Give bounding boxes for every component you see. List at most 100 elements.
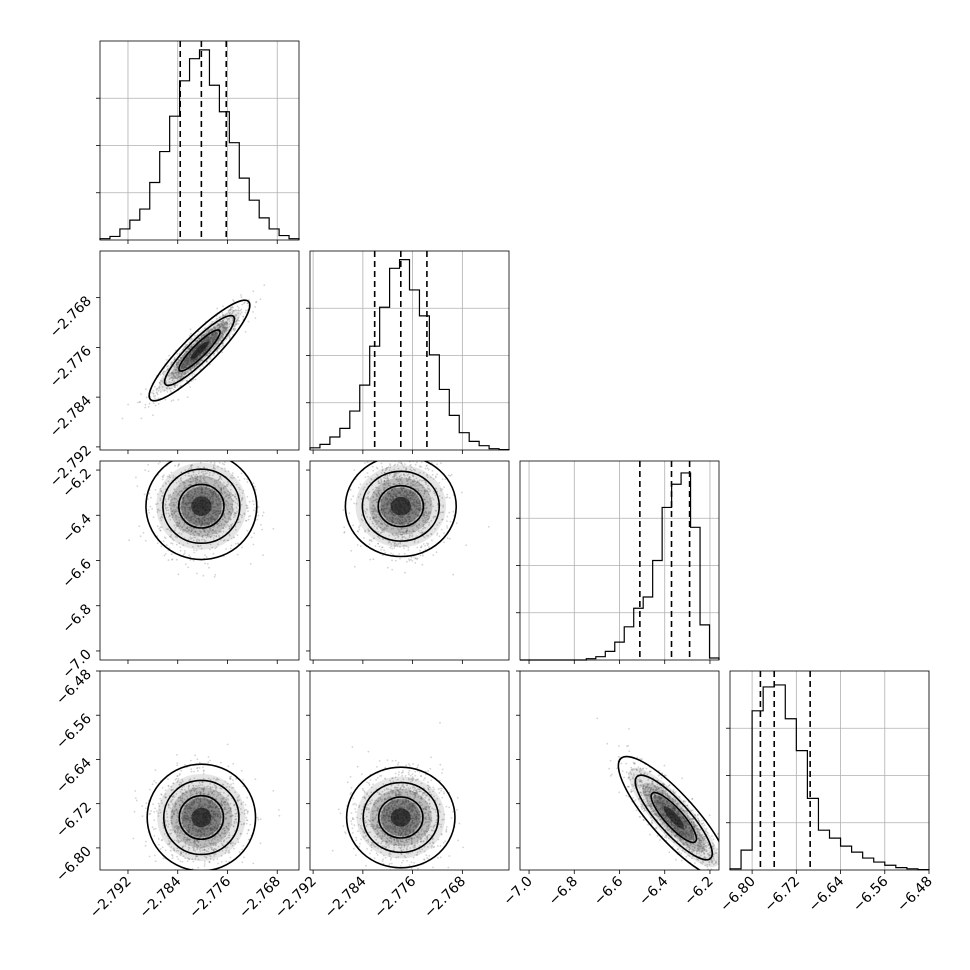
- sample-point: [386, 453, 388, 455]
- sample-point: [182, 501, 185, 504]
- sample-point: [186, 542, 189, 545]
- sample-point: [394, 494, 397, 497]
- sample-point: [449, 475, 452, 477]
- sample-point: [172, 514, 174, 517]
- sample-point: [372, 499, 375, 502]
- sample-point: [396, 545, 399, 547]
- sample-point: [229, 777, 231, 779]
- sample-point: [211, 803, 214, 805]
- sample-point: [172, 477, 175, 479]
- sample-point: [180, 852, 183, 855]
- sample-point: [191, 858, 194, 860]
- sample-point: [390, 495, 392, 497]
- sample-point: [164, 398, 167, 401]
- sample-point: [206, 833, 208, 836]
- sample-point: [231, 508, 234, 511]
- sample-point: [387, 482, 389, 485]
- sample-point: [157, 509, 159, 511]
- sample-point: [182, 362, 185, 365]
- sample-point: [392, 498, 394, 501]
- sample-point: [246, 302, 249, 305]
- panel-frame: [729, 670, 930, 871]
- sample-point: [245, 309, 247, 312]
- sample-point: [211, 532, 214, 535]
- sample-point: [222, 798, 224, 801]
- sample-point: [389, 510, 391, 512]
- sample-point: [187, 830, 190, 833]
- sample-point: [380, 507, 383, 510]
- sample-point: [415, 477, 418, 480]
- sample-point: [227, 521, 229, 523]
- sample-point: [257, 506, 260, 508]
- sample-point: [184, 511, 187, 513]
- sample-point: [173, 380, 176, 383]
- sample-point: [409, 455, 411, 457]
- sample-point: [222, 325, 225, 327]
- sample-point: [410, 496, 412, 499]
- sample-point: [224, 835, 227, 838]
- sample-point: [155, 458, 157, 460]
- sample-point: [234, 829, 236, 832]
- sample-point: [220, 861, 223, 863]
- sample-point: [397, 515, 400, 518]
- sample-point: [377, 480, 380, 482]
- sample-point: [199, 461, 202, 464]
- sample-point: [401, 519, 404, 521]
- sample-point: [428, 516, 430, 518]
- sample-point: [408, 490, 411, 492]
- sample-point: [154, 769, 157, 771]
- sample-point: [203, 482, 206, 484]
- sample-point: [186, 479, 188, 482]
- sample-point: [217, 810, 220, 813]
- sample-point: [213, 512, 216, 514]
- sample-point: [160, 799, 163, 802]
- sample-point: [223, 461, 226, 463]
- sample-point: [135, 799, 138, 802]
- sample-point: [385, 507, 388, 510]
- sample-point: [389, 502, 392, 505]
- sample-point: [195, 481, 198, 484]
- sample-point: [368, 499, 371, 502]
- sample-point: [232, 328, 235, 330]
- sample-point: [398, 529, 401, 532]
- sample-point: [195, 801, 198, 804]
- sample-point: [173, 372, 176, 375]
- sample-point: [377, 535, 379, 538]
- sample-point: [200, 481, 202, 483]
- sample-point: [164, 793, 167, 795]
- sample-point: [203, 479, 206, 482]
- sample-point: [215, 535, 218, 538]
- sample-point: [203, 529, 206, 532]
- sample-point: [383, 514, 386, 516]
- sample-point: [404, 571, 406, 574]
- sample-point: [176, 828, 179, 830]
- sample-point: [397, 522, 400, 524]
- sample-point: [213, 793, 215, 796]
- sample-point: [215, 546, 218, 549]
- sample-point: [188, 838, 190, 841]
- sample-point: [169, 387, 172, 390]
- sample-point: [176, 366, 178, 369]
- sample-point: [257, 514, 260, 517]
- sample-point: [170, 799, 173, 802]
- sample-point: [220, 488, 223, 491]
- sample-point: [356, 530, 359, 532]
- sample-point: [388, 492, 391, 495]
- sample-point: [371, 501, 373, 504]
- sample-point: [229, 547, 232, 550]
- sample-point: [202, 472, 205, 475]
- sample-point: [395, 478, 398, 481]
- sample-point: [191, 497, 194, 499]
- sample-point: [198, 534, 201, 537]
- sample-point: [418, 484, 421, 487]
- sample-point: [220, 490, 223, 492]
- sample-point: [151, 391, 153, 394]
- contour-2: [178, 329, 221, 372]
- sample-point: [402, 531, 405, 534]
- sample-point: [224, 500, 227, 502]
- sample-point: [429, 500, 432, 502]
- sample-point: [203, 845, 206, 848]
- sample-point: [194, 340, 197, 342]
- sample-point: [422, 472, 425, 474]
- sample-point: [183, 537, 186, 539]
